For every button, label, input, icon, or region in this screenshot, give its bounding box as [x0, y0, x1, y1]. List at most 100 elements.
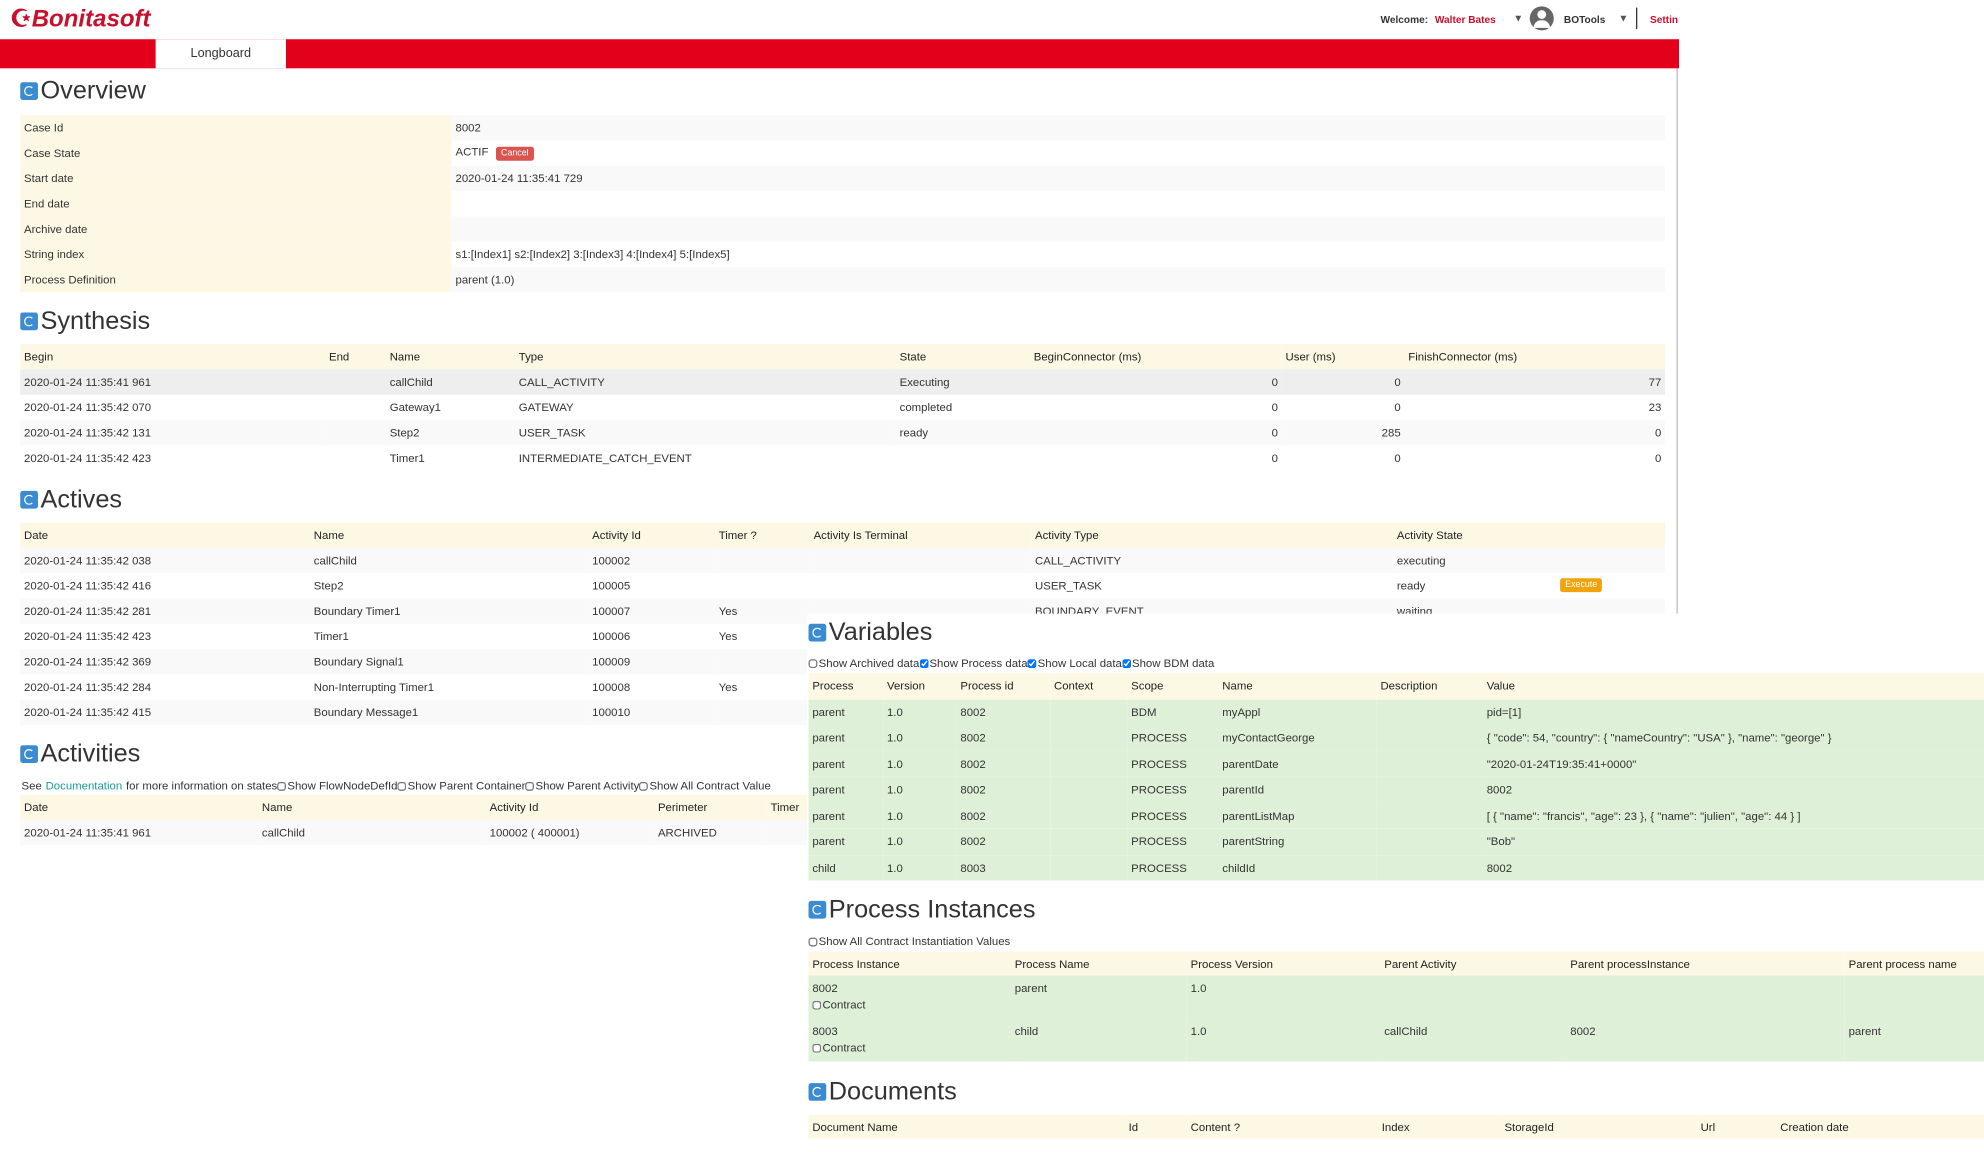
option-checkbox[interactable]	[1027, 659, 1037, 669]
table-cell: CALL_ACTIVITY	[514, 369, 896, 395]
table-cell: { "code": 54, "country": { "nameCountry"…	[1482, 725, 1984, 751]
table-head: Date Name Activity Id Timer ? Activity Is Te…	[20, 522, 1666, 548]
table-cell: 2020-01-24 11:35:42 131	[20, 420, 326, 446]
table-cell: parent	[1010, 975, 1187, 1019]
avatar[interactable]	[1529, 6, 1554, 31]
column-header: Name	[258, 794, 486, 820]
option-checkbox[interactable]	[808, 659, 818, 669]
option-checkbox[interactable]	[525, 781, 535, 791]
table-cell: Yes	[714, 598, 810, 624]
table-row: parent 1.0 8002 PROCESS parentString "Bob"	[808, 828, 1984, 855]
table-cell: 8002	[956, 776, 1051, 803]
table-cell: 100005	[592, 579, 631, 593]
note-text: for more information on states	[125, 779, 278, 793]
column-header: Begin	[20, 344, 326, 370]
table-cell: 2020-01-24 11:35:42 415	[20, 699, 310, 726]
column-header: Name	[309, 522, 589, 548]
cancel-button[interactable]: Cancel	[495, 146, 534, 161]
option-checkbox[interactable]	[808, 937, 818, 947]
table-cell: 1.0	[1186, 1018, 1381, 1062]
table: Process Version Process id Context Scope Name…	[808, 673, 1984, 881]
column-header: Name	[1218, 673, 1377, 700]
table-cell: ARCHIVED	[654, 819, 767, 846]
refresh-icon[interactable]	[808, 623, 827, 642]
option-checkbox[interactable]	[397, 781, 407, 791]
table-body: 8002 Contract parent 1.0 8003 Contract child 1.…	[808, 975, 1984, 1062]
table-cell: myContactGeorge	[1218, 725, 1377, 751]
column-header: Context	[1050, 673, 1128, 700]
column-header: Activity Is Terminal	[809, 522, 1032, 548]
option-checkbox[interactable]	[277, 781, 287, 791]
table-cell: INTERMEDIATE_CATCH_EVENT	[518, 451, 692, 465]
column-header: Url	[1696, 1114, 1777, 1139]
table-cell: String index	[20, 241, 452, 267]
table-cell: Step2	[385, 420, 515, 446]
table-cell	[1566, 975, 1845, 1019]
table-body: Case Id 8002 Case State ACTIF Cancel Start da…	[20, 115, 1666, 293]
table-cell: child	[1010, 1018, 1187, 1062]
table-cell: Non-Interrupting Timer1	[313, 680, 435, 694]
table-cell: 1.0	[883, 750, 957, 777]
table-row: Process Definition parent (1.0)	[20, 266, 1666, 293]
column-header: Activity Type	[1031, 522, 1394, 548]
table-cell	[1376, 854, 1483, 881]
table: Process Instance Process Name Process Vers…	[808, 951, 1984, 1062]
refresh-icon[interactable]	[20, 745, 38, 763]
table-cell	[714, 699, 810, 726]
documentation-link[interactable]: Documentation	[45, 779, 123, 793]
table-cell: 2020-01-24 11:35:42 369	[20, 649, 310, 675]
option-checkbox[interactable]	[639, 781, 649, 791]
table-cell: 285	[1281, 420, 1405, 446]
app-name[interactable]: BOTools	[1563, 13, 1606, 26]
table-row: Case Id 8002	[20, 115, 1666, 141]
table-cell: parentDate	[1218, 750, 1377, 777]
table-row: 2020-01-24 11:35:42 423 Timer1 INTERMEDIAT…	[20, 445, 1665, 470]
table-cell: 100006	[592, 630, 631, 643]
caret[interactable]: ▼	[1513, 12, 1524, 25]
table-cell: 100009	[588, 649, 715, 675]
table-cell: BDM	[1127, 699, 1219, 726]
user-name[interactable]: Walter Bates	[1434, 13, 1496, 26]
table-row: 2020-01-24 11:35:42 038 callChild 100002 CA…	[20, 547, 1666, 574]
table-cell	[1376, 776, 1483, 803]
table-cell: 8002 Contract	[808, 975, 1011, 1019]
section-title: Synthesis	[20, 307, 150, 336]
header-row: Date Name Activity Id Timer ? Activity Is Te…	[20, 522, 1666, 548]
tab[interactable]: Longboard	[155, 39, 286, 69]
table-cell: 1.0	[883, 854, 957, 881]
header-row: Document Name Id Content ? Index StorageId Ur…	[808, 1114, 1984, 1139]
option-checkbox[interactable]	[812, 1043, 822, 1053]
refresh-icon[interactable]	[20, 312, 38, 331]
option-checkbox[interactable]	[1121, 659, 1131, 669]
table-cell: PROCESS	[1127, 802, 1219, 829]
refresh-icon[interactable]	[20, 490, 38, 509]
settings[interactable]: Settin	[1649, 13, 1679, 26]
table-cell: 0	[1654, 451, 1662, 465]
option-label: Show Process data	[929, 656, 1028, 670]
table-cell	[714, 649, 810, 675]
table-head: Begin End Name Type State BeginConnector (ms)…	[20, 344, 1666, 370]
note-text: See	[21, 779, 42, 793]
table-cell: "Bob"	[1482, 828, 1984, 855]
option-label: Show Parent Container	[407, 779, 526, 793]
refresh-icon[interactable]	[808, 900, 827, 919]
table-cell: 1.0	[883, 802, 957, 829]
refresh-icon[interactable]	[808, 1083, 827, 1101]
table-cell	[1050, 776, 1128, 803]
section-title: Variables	[808, 619, 932, 648]
refresh-icon[interactable]	[20, 82, 38, 100]
table-cell	[1050, 750, 1128, 777]
table-row: parent 1.0 8002 PROCESS parentId 8002	[808, 776, 1984, 803]
option-checkbox[interactable]	[919, 659, 929, 669]
table-cell: 1.0	[883, 776, 957, 803]
table-cell	[325, 445, 386, 470]
table-cell	[1844, 975, 1984, 1019]
table-body: 2020-01-24 11:35:41 961 callChild CALL_ACT…	[20, 369, 1666, 470]
caret[interactable]: ▼	[1618, 12, 1629, 25]
table-cell: parent	[808, 699, 884, 726]
execute-button[interactable]: Execute	[1560, 578, 1603, 593]
table-cell: Yes	[718, 680, 738, 694]
column-header: Parent processInstance	[1566, 951, 1845, 976]
option-checkbox[interactable]	[812, 1000, 822, 1010]
